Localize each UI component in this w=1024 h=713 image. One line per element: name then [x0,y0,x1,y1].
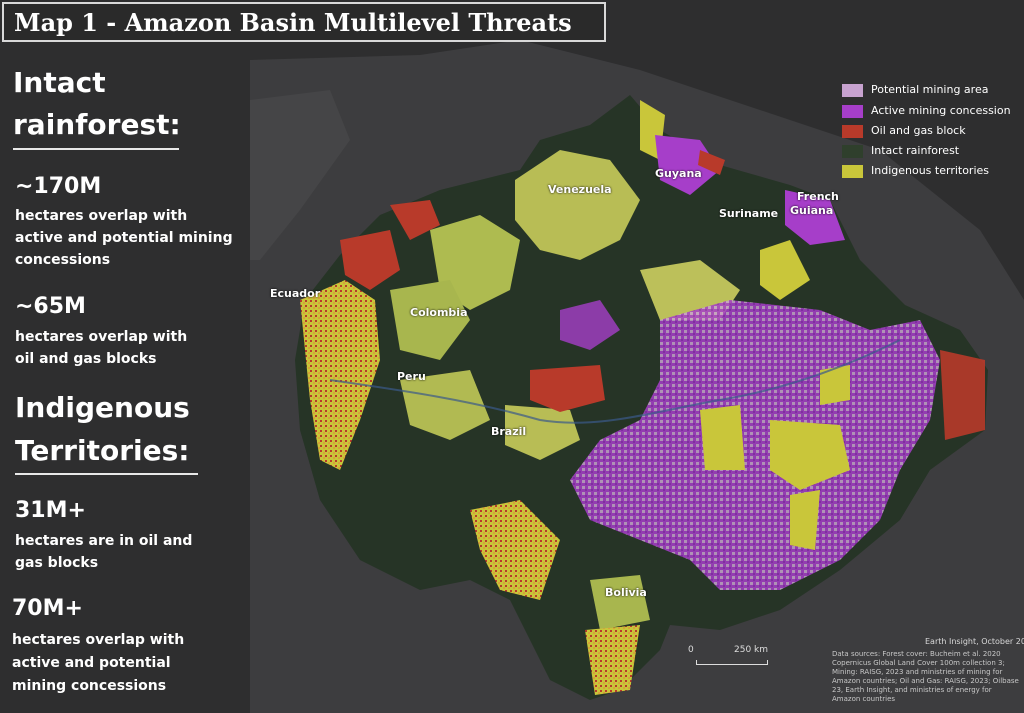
legend-swatch [842,105,863,118]
legend-swatch [842,84,863,97]
legend-label: Potential mining area [871,83,989,96]
label-venezuela: Venezuela [548,183,612,196]
label-suriname: Suriname [719,207,779,220]
scale-line [696,660,768,665]
stat-170m-desc-line1: hectares overlap with [15,208,188,224]
map-title: Map 1 - Amazon Basin Multilevel Threats [14,8,572,37]
map-title-box: Map 1 - Amazon Basin Multilevel Threats [2,2,606,42]
stat-31m-desc-line2: gas blocks [15,555,99,571]
stat-65m-desc-line2: oil and gas blocks [15,351,157,367]
stat-70m-desc-line3: mining concessions [12,678,167,694]
indigenous-territories-north [515,150,640,260]
stat-70m-desc-line1: hectares overlap with [12,632,185,648]
scale-distance: 250 km [734,645,769,655]
label-french-guiana-line1: French [797,190,839,203]
stats-sidebar: Intact rainforest: ~170M hectares overla… [0,46,250,713]
label-brazil: Brazil [491,425,527,438]
stat-70m-desc-line2: active and potential [12,655,171,671]
label-guyana: Guyana [655,167,702,180]
stat-170m: ~170M [15,174,102,199]
legend-label: Intact rainforest [871,144,960,157]
heading-indigenous-line2: Territories: [15,434,190,467]
heading-intact-rainforest-line2: rainforest: [13,108,181,141]
oil-gas-west [300,280,380,470]
heading-underline [13,148,179,150]
heading-underline [15,473,198,475]
label-ecuador: Ecuador [270,287,321,300]
stat-170m-desc-line2: active and potential mining [15,230,233,246]
data-sources: Data sources: Forest cover: Bucheim et a… [832,650,1019,703]
stat-65m-desc-line1: hectares overlap with [15,329,188,345]
legend-swatch [842,125,863,138]
label-french-guiana-line2: Guiana [790,204,834,217]
heading-indigenous-line1: Indigenous [15,391,190,424]
label-peru: Peru [397,370,426,383]
stat-31m-desc-line1: hectares are in oil and [15,533,193,549]
legend-label: Indigenous territories [871,164,990,177]
label-bolivia: Bolivia [605,586,647,599]
scale-zero: 0 [688,645,694,655]
legend-swatch [842,145,863,158]
stat-170m-desc-line3: concessions [15,252,111,268]
heading-intact-rainforest-line1: Intact [13,66,106,99]
stat-31m: 31M+ [15,498,86,523]
stat-65m: ~65M [15,294,86,319]
amazon-river [329,339,901,424]
legend-swatch [842,165,863,178]
legend-label: Active mining concession [871,104,1011,117]
credit-title: Earth Insight, October 2023 [925,637,1024,646]
label-colombia: Colombia [410,306,468,319]
legend-label: Oil and gas block [871,124,966,137]
stat-70m: 70M+ [12,596,83,621]
